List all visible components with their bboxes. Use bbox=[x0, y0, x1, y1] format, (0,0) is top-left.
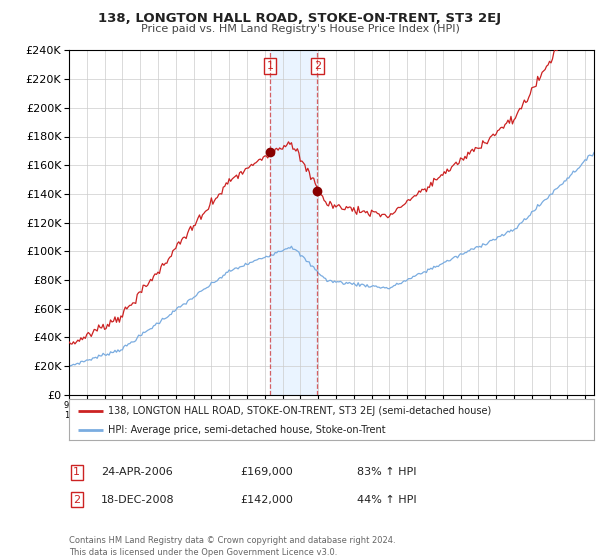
Text: £142,000: £142,000 bbox=[240, 494, 293, 505]
Text: 83% ↑ HPI: 83% ↑ HPI bbox=[357, 467, 416, 477]
Text: Price paid vs. HM Land Registry's House Price Index (HPI): Price paid vs. HM Land Registry's House … bbox=[140, 24, 460, 34]
Text: 2: 2 bbox=[314, 61, 321, 71]
Bar bbox=[270, 50, 317, 395]
Text: 138, LONGTON HALL ROAD, STOKE-ON-TRENT, ST3 2EJ: 138, LONGTON HALL ROAD, STOKE-ON-TRENT, … bbox=[98, 12, 502, 25]
Text: 18-DEC-2008: 18-DEC-2008 bbox=[101, 494, 175, 505]
Text: Contains HM Land Registry data © Crown copyright and database right 2024.
This d: Contains HM Land Registry data © Crown c… bbox=[69, 536, 395, 557]
Text: 2: 2 bbox=[73, 494, 80, 505]
Text: 24-APR-2006: 24-APR-2006 bbox=[101, 467, 173, 477]
Text: £169,000: £169,000 bbox=[240, 467, 293, 477]
Text: 1: 1 bbox=[266, 61, 274, 71]
Text: 1: 1 bbox=[73, 467, 80, 477]
Text: 44% ↑ HPI: 44% ↑ HPI bbox=[357, 494, 416, 505]
Text: 138, LONGTON HALL ROAD, STOKE-ON-TRENT, ST3 2EJ (semi-detached house): 138, LONGTON HALL ROAD, STOKE-ON-TRENT, … bbox=[109, 405, 491, 416]
Text: HPI: Average price, semi-detached house, Stoke-on-Trent: HPI: Average price, semi-detached house,… bbox=[109, 424, 386, 435]
